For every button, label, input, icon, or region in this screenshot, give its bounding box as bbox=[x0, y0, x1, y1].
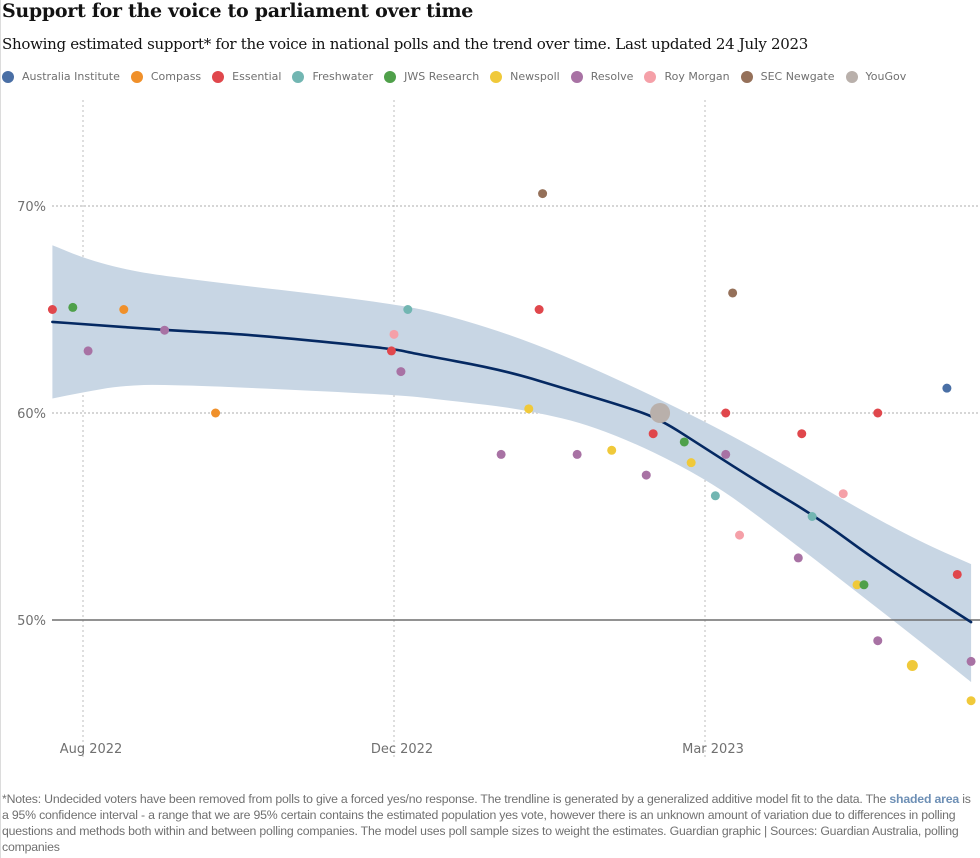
legend-label: YouGov bbox=[865, 70, 907, 83]
legend-label: Compass bbox=[150, 70, 202, 83]
legend-label: Resolve bbox=[590, 70, 634, 83]
poll-point-freshwater bbox=[807, 512, 817, 521]
poll-point-resolve bbox=[721, 449, 731, 459]
poll-point-yougov bbox=[650, 403, 671, 423]
legend-dot-icon bbox=[212, 70, 225, 83]
poll-point-australia-institute bbox=[942, 383, 952, 393]
confidence-band-layer bbox=[52, 245, 972, 683]
poll-point-newspoll bbox=[686, 458, 696, 468]
poll-point-resolve bbox=[396, 367, 406, 377]
poll-point-resolve bbox=[572, 449, 582, 459]
legend-label: Essential bbox=[232, 70, 282, 83]
legend-label: JWS Research bbox=[404, 70, 480, 83]
legend-label: Freshwater bbox=[312, 70, 374, 83]
x-tick-label: Dec 2022 bbox=[371, 742, 433, 757]
legend-item-jws-research: JWS Research bbox=[384, 70, 479, 83]
legend-dot-icon bbox=[570, 70, 583, 83]
poll-point-newspoll bbox=[607, 445, 617, 455]
notes-text: *Notes: Undecided voters have been remov… bbox=[2, 792, 890, 806]
poll-point-freshwater bbox=[403, 305, 413, 314]
poll-point-essential bbox=[873, 408, 883, 418]
legend-item-freshwater: Freshwater bbox=[292, 70, 373, 83]
poll-point-sec-newgate bbox=[538, 189, 548, 199]
legend-item-australia-institute: Australia Institute bbox=[2, 70, 120, 83]
poll-point-essential bbox=[648, 429, 658, 439]
legend-item-sec-newgate: SEC Newgate bbox=[740, 70, 835, 83]
chart-subtitle: Showing estimated support* for the voice… bbox=[2, 35, 809, 53]
legend-dot-icon bbox=[740, 70, 753, 83]
legend-item-resolve: Resolve bbox=[570, 70, 634, 83]
y-tick-label: 50% bbox=[17, 614, 46, 629]
legend-label: Roy Morgan bbox=[664, 70, 730, 83]
legend-label: SEC Newgate bbox=[760, 70, 835, 83]
poll-point-roy-morgan bbox=[735, 530, 745, 540]
poll-point-jws-research bbox=[859, 580, 869, 590]
legend-dot-icon bbox=[490, 70, 503, 83]
legend-item-newspoll: Newspoll bbox=[490, 70, 560, 83]
poll-point-resolve bbox=[793, 553, 803, 563]
points-layer bbox=[47, 189, 976, 706]
poll-point-compass bbox=[211, 408, 221, 418]
chart-title: Support for the voice to parliament over… bbox=[2, 0, 474, 22]
poll-point-freshwater bbox=[710, 491, 720, 501]
poll-point-resolve bbox=[966, 656, 976, 666]
poll-point-newspoll bbox=[966, 696, 976, 706]
poll-point-resolve bbox=[496, 449, 506, 459]
x-tick-label: Aug 2022 bbox=[60, 742, 123, 757]
y-tick-label: 70% bbox=[17, 200, 46, 215]
legend-dot-icon bbox=[130, 70, 143, 83]
poll-point-resolve bbox=[873, 636, 883, 646]
legend-dot-icon bbox=[292, 70, 305, 83]
poll-point-roy-morgan bbox=[389, 329, 399, 339]
chart-notes: *Notes: Undecided voters have been remov… bbox=[2, 791, 978, 855]
tick-labels-layer: Aug 2022 Dec 2022 Mar 2023 70% 60% 50% bbox=[17, 200, 744, 757]
poll-point-resolve bbox=[83, 346, 93, 356]
poll-point-essential bbox=[797, 429, 807, 439]
legend-item-essential: Essential bbox=[212, 70, 281, 83]
legend-dot-icon bbox=[384, 70, 397, 83]
confidence-interval-band bbox=[52, 245, 972, 683]
poll-point-compass bbox=[119, 305, 129, 314]
y-tick-label: 60% bbox=[17, 407, 46, 422]
poll-point-newspoll bbox=[906, 660, 918, 672]
poll-point-essential bbox=[721, 408, 731, 418]
legend-label: Australia Institute bbox=[22, 70, 120, 83]
poll-point-newspoll bbox=[852, 580, 862, 590]
poll-point-essential bbox=[952, 569, 962, 579]
poll-point-jws-research bbox=[679, 437, 689, 447]
legend-item-compass: Compass bbox=[130, 70, 202, 83]
legend-label: Newspoll bbox=[510, 70, 560, 83]
x-tick-label: Mar 2023 bbox=[682, 742, 744, 757]
poll-point-jws-research bbox=[68, 302, 78, 312]
chart-plot: Aug 2022 Dec 2022 Mar 2023 70% 60% 50% bbox=[17, 100, 980, 758]
notes-text-continued: is a 95% confidence interval - a range t… bbox=[2, 792, 971, 854]
legend-item-yougov: YouGov bbox=[845, 70, 907, 83]
frame-border bbox=[0, 0, 1, 858]
poll-point-essential bbox=[386, 346, 396, 356]
poll-point-essential bbox=[47, 305, 57, 314]
legend-dot-icon bbox=[644, 70, 657, 83]
legend-dot-icon bbox=[2, 70, 14, 83]
poll-point-resolve bbox=[641, 470, 651, 480]
poll-point-roy-morgan bbox=[838, 489, 848, 499]
poll-point-sec-newgate bbox=[728, 288, 738, 298]
poll-point-resolve bbox=[160, 325, 170, 335]
legend-item-roy-morgan: Roy Morgan bbox=[644, 70, 730, 83]
poll-point-essential bbox=[534, 305, 544, 314]
legend: Australia Institute Compass Essential Fresh… bbox=[2, 70, 917, 83]
poll-point-newspoll bbox=[524, 404, 534, 414]
legend-dot-icon bbox=[845, 70, 858, 83]
notes-shaded-area-highlight: shaded area bbox=[889, 792, 959, 806]
grid-layer bbox=[52, 100, 980, 758]
